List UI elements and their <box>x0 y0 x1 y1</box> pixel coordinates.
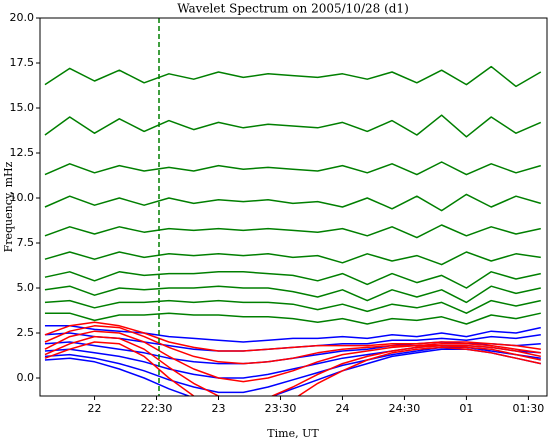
series-line <box>44 335 541 396</box>
series-line <box>44 325 541 365</box>
series-line <box>44 346 541 394</box>
series-line <box>44 312 541 325</box>
x-tick-label: 23:30 <box>265 402 297 415</box>
x-tick-label: 24:30 <box>389 402 421 415</box>
series-line <box>44 251 541 266</box>
x-tick-label: 22 <box>88 402 102 415</box>
series-line <box>44 299 541 314</box>
y-tick-label: 0.0 <box>17 371 35 384</box>
plot-frame <box>39 17 548 397</box>
series-line <box>44 224 541 239</box>
series-line <box>44 271 541 289</box>
y-tick-label: 20.0 <box>10 11 35 24</box>
x-tick-label: 24 <box>335 402 349 415</box>
series-line <box>44 341 541 396</box>
y-tick-label: 12.5 <box>10 146 35 159</box>
series-line <box>44 193 542 212</box>
y-axis-label: Frequency, mHz <box>2 161 15 252</box>
series-line <box>44 344 541 379</box>
y-tick-label: 17.5 <box>10 56 35 69</box>
chart-title: Wavelet Spectrum on 2005/10/28 (d1) <box>177 2 409 16</box>
series-line <box>44 161 542 176</box>
x-tick-label: 01 <box>459 402 473 415</box>
y-tick-label: 15.0 <box>10 101 35 114</box>
series-line <box>44 321 541 352</box>
series-line <box>44 114 542 138</box>
y-tick-label: 10.0 <box>10 191 35 204</box>
y-tick-label: 2.5 <box>17 326 35 339</box>
x-tick-label: 01:30 <box>513 402 545 415</box>
series-line <box>44 285 541 304</box>
y-tick-label: 7.5 <box>17 236 35 249</box>
series-line <box>44 65 542 88</box>
series-line <box>44 330 541 383</box>
y-tick-label: 5.0 <box>17 281 35 294</box>
x-axis-label: Time, UT <box>267 427 319 440</box>
x-tick-label: 22:30 <box>141 402 173 415</box>
series-line <box>44 325 541 343</box>
x-tick-label: 23 <box>212 402 226 415</box>
plot-area <box>44 18 542 396</box>
